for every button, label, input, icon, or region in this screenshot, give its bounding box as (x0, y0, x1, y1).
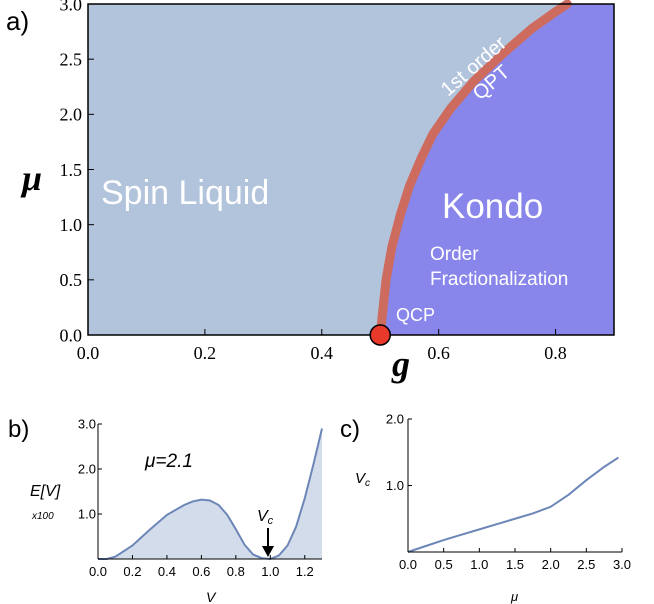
panel-c: c) 0.0 0.5 1.0 1.5 2.0 2.5 3.0 1.0 2.0 Vc μ (340, 412, 631, 604)
c-ylabel-subscript: c (365, 478, 370, 489)
a-x-tick-label: 0.4 (311, 343, 334, 363)
a-x-tick-label: 0.2 (194, 343, 217, 363)
qcp-label: QCP (396, 305, 435, 325)
spin-liquid-label: Spin Liquid (101, 174, 269, 212)
fractionalization-label: Fractionalization (430, 269, 568, 290)
c-x-tick-label: 1.0 (470, 557, 488, 572)
kondo-region (380, 4, 614, 335)
c-plot (407, 456, 619, 553)
c-x-tick-label: 2.5 (577, 557, 595, 572)
b-x-tick-label: 0.6 (192, 564, 210, 579)
c-x-tick-label: 0.0 (399, 557, 417, 572)
a-y-tick-label: 0.5 (60, 270, 83, 290)
b-ylabel-scale: x100 (31, 511, 54, 522)
c-y-tick-label: 1.0 (386, 478, 404, 493)
b-energy-area (98, 428, 322, 559)
a-y-tick-label: 1.5 (60, 160, 83, 180)
a-y-tick-label: 3.0 (60, 0, 83, 14)
c-y-tick-label: 2.0 (386, 412, 404, 427)
b-x-tick-label: 1.0 (261, 564, 279, 579)
b-x-tick-label: 1.2 (296, 564, 314, 579)
qcp-point (369, 324, 391, 346)
b-y-tick-label: 1.0 (78, 507, 96, 522)
kondo-label: Kondo (442, 187, 543, 226)
panel-b: b) 0.0 0.2 0.4 0.6 0.8 1.0 1.2 1.0 2.0 3.0 E[V] x… (8, 416, 323, 604)
b-axes: 0.0 0.2 0.4 0.6 0.8 1.0 1.2 1.0 2.0 3.0 (78, 417, 322, 579)
b-plot (98, 428, 323, 561)
c-ylabel-letter: V (355, 470, 367, 487)
phase-boundary-line (375, 0, 572, 340)
a-y-tick-label: 2.0 (60, 105, 83, 125)
b-vc-subscript: c (268, 515, 274, 527)
a-y-tick-label: 1.0 (60, 215, 83, 235)
panel-c-label: c) (340, 416, 360, 443)
c-axes: 0.0 0.5 1.0 1.5 2.0 2.5 3.0 1.0 2.0 (386, 412, 631, 572)
b-mu-annotation: μ=2.1 (144, 451, 193, 472)
a-y-tick-label: 0.0 (60, 325, 83, 345)
b-vc-letter: V (257, 508, 269, 525)
b-x-tick-label: 0.8 (227, 564, 245, 579)
a-axes: 0.0 0.2 0.4 0.6 0.8 0.0 0.5 1.0 1.5 2.0 2.5 3.0 (60, 0, 615, 363)
c-x-tick-label: 3.0 (613, 557, 631, 572)
c-x-tick-label: 1.5 (506, 557, 524, 572)
a-y-tick-label: 2.5 (60, 49, 83, 69)
a-x-tick-label: 0.6 (427, 343, 450, 363)
a-x-tick-label: 0.0 (77, 343, 100, 363)
b-y-tick-label: 2.0 (78, 462, 96, 477)
a-boundary-group (375, 0, 572, 340)
b-vc-arrow (262, 528, 274, 557)
c-x-tick-label: 2.0 (542, 557, 560, 572)
panel-a: a) 0.0 0.2 0.4 0.6 0.80.00.51.01.52.02.53.0 … (6, 0, 615, 384)
a-ylabel: μ (20, 158, 42, 198)
b-x-tick-label: 0.2 (123, 564, 141, 579)
b-energy-curve (98, 428, 323, 561)
c-x-tick-label: 0.5 (435, 557, 453, 572)
panel-b-label: b) (8, 416, 29, 443)
order-label: Order (430, 244, 479, 265)
a-regions (88, 4, 614, 335)
c-xlabel: μ (510, 589, 518, 604)
b-vc-label: Vc (257, 508, 274, 527)
a-xlabel: g (391, 344, 410, 384)
b-x-tick-label: 0.4 (158, 564, 176, 579)
b-vc-arrow-head (262, 546, 274, 557)
a-x-tick-label: 0.8 (544, 343, 567, 363)
b-y-tick-label: 3.0 (78, 417, 96, 432)
c-vc-curve (407, 456, 619, 553)
c-ylabel: Vc (355, 470, 370, 489)
b-xlabel: V (206, 589, 217, 604)
b-x-tick-label: 0.0 (89, 564, 107, 579)
panel-a-label: a) (6, 6, 29, 36)
b-ylabel: E[V] (30, 483, 61, 500)
